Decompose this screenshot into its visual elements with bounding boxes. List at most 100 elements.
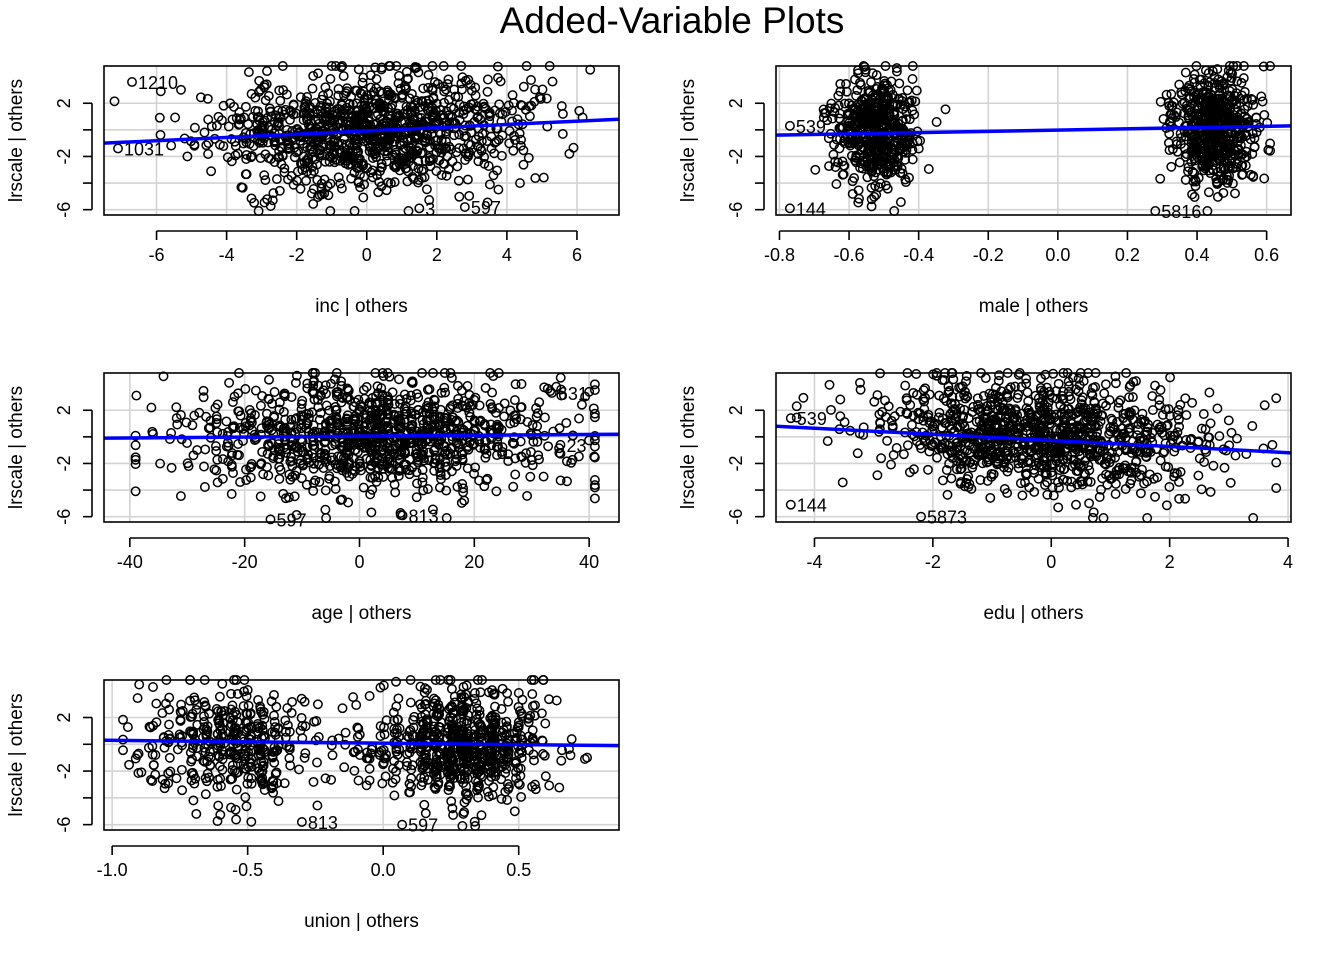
data-point [454, 191, 465, 202]
data-point [491, 136, 502, 147]
data-point [320, 504, 331, 515]
data-point [589, 379, 600, 390]
data-point [446, 372, 457, 383]
data-point [289, 491, 300, 502]
data-point [497, 130, 508, 141]
data-point [891, 63, 902, 74]
data-point [1236, 77, 1247, 88]
data-point [241, 154, 252, 164]
data-point [1259, 109, 1270, 120]
data-point [411, 492, 422, 503]
data-point [1205, 418, 1216, 429]
x-tick-label: 4 [502, 245, 512, 265]
x-tick-label: -4 [219, 245, 235, 265]
data-point [217, 454, 228, 465]
y-tick-label: -6 [54, 202, 74, 218]
data-point [1230, 450, 1241, 461]
data-point [866, 201, 877, 212]
data-point [367, 172, 378, 183]
data-point [389, 177, 400, 188]
data-point [263, 90, 274, 101]
data-point [866, 194, 877, 205]
data-point [383, 135, 393, 146]
data-point [285, 114, 295, 125]
data-point [246, 152, 256, 163]
point-label: 3 [425, 199, 435, 219]
data-point [428, 92, 439, 103]
data-point [421, 133, 432, 144]
data-point [307, 83, 318, 94]
data-point [518, 159, 529, 170]
data-point [419, 172, 430, 183]
x-tick-label: -6 [149, 245, 165, 265]
data-point [439, 97, 450, 108]
data-point [1180, 393, 1191, 404]
data-point [322, 98, 333, 109]
data-point [1229, 95, 1240, 106]
data-point [403, 206, 414, 216]
data-point [1247, 148, 1258, 159]
data-point [1256, 91, 1267, 102]
data-point [407, 146, 418, 157]
data-point [247, 151, 257, 161]
data-point [370, 98, 381, 109]
data-point [217, 678, 228, 689]
data-point [1241, 93, 1252, 104]
data-point [1226, 427, 1237, 438]
data-point [392, 131, 403, 142]
data-point [493, 184, 504, 195]
data-point [262, 113, 273, 124]
data-point [320, 156, 331, 167]
data-point [424, 152, 435, 163]
data-point [907, 154, 918, 165]
data-point [1150, 491, 1160, 502]
data-point [226, 489, 237, 499]
data-point [479, 158, 490, 169]
data-point [218, 100, 229, 111]
data-point [557, 108, 568, 119]
data-point [555, 372, 566, 383]
data-point [253, 206, 264, 216]
data-point [897, 168, 908, 179]
data-point [923, 164, 934, 174]
data-point [310, 98, 321, 108]
data-point [810, 164, 821, 175]
data-point [231, 113, 242, 124]
data-point [177, 785, 188, 796]
data-point [302, 142, 312, 153]
y-axis-label: lrscale | others [678, 79, 699, 202]
data-point [522, 490, 533, 501]
data-point [315, 100, 326, 111]
data-point [402, 74, 413, 85]
data-point [384, 114, 395, 124]
data-point [540, 771, 551, 782]
x-axis-label: age | others [311, 603, 411, 624]
y-tick-label: -6 [726, 202, 746, 218]
data-point [176, 84, 186, 95]
data-point [301, 175, 312, 186]
data-point [328, 137, 339, 148]
labeled-point [784, 203, 795, 214]
data-point [255, 400, 266, 411]
data-point [838, 122, 848, 133]
data-point [894, 78, 905, 89]
data-point [346, 112, 357, 123]
data-point [339, 762, 350, 773]
data-point [853, 68, 864, 79]
data-point [516, 134, 526, 145]
data-points [791, 368, 1282, 523]
data-point [351, 153, 362, 164]
data-point [413, 163, 424, 174]
data-point [911, 85, 922, 96]
data-point [589, 493, 600, 504]
data-point [1225, 477, 1236, 488]
data-point [1158, 114, 1169, 124]
data-point [830, 156, 841, 167]
data-point [447, 156, 458, 167]
x-tick-label: -2 [925, 552, 941, 572]
x-axis-label: male | others [979, 296, 1088, 317]
data-point [349, 115, 360, 126]
data-point [473, 149, 484, 160]
data-point [422, 104, 433, 115]
data-point [371, 118, 382, 129]
